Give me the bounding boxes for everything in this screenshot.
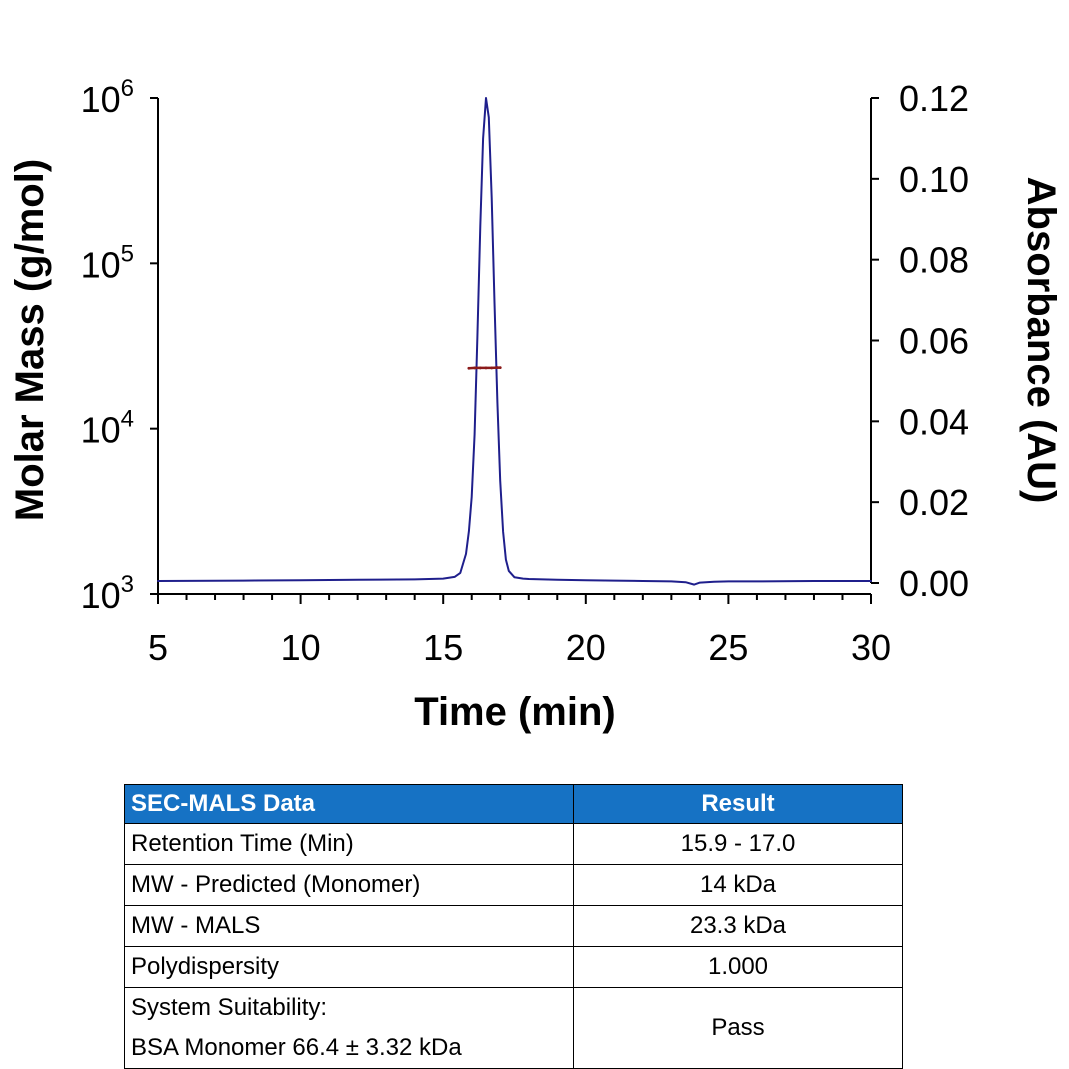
- left-tick-label: 104: [81, 406, 134, 451]
- row-value: 23.3 kDa: [573, 905, 903, 947]
- table-row: Polydispersity 1.000: [124, 946, 903, 988]
- bsa-monomer-label: BSA Monomer 66.4 ± 3.32 kDa: [131, 1034, 462, 1061]
- axes: [150, 97, 879, 604]
- table-header-row: SEC-MALS Data Result: [124, 784, 903, 824]
- right-axis-title: Absorbance (AU): [1019, 177, 1063, 504]
- x-tick-label: 30: [851, 627, 891, 668]
- tick-labels: 5 10 15 20 25 30 103 104 105 106 0.00 0.02 0.04 0.06 0…: [81, 75, 969, 668]
- right-tick-label: 0.08: [899, 240, 969, 281]
- system-suitability-label: System Suitability:: [131, 994, 328, 1021]
- row-value: 14 kDa: [573, 864, 903, 906]
- left-tick-label: 105: [81, 240, 134, 285]
- molar-mass-point: [478, 366, 482, 370]
- right-tick-label: 0.02: [899, 482, 969, 523]
- right-tick-label: 0.04: [899, 401, 969, 442]
- molar-mass-point: [495, 366, 499, 370]
- molar-mass-point: [498, 366, 502, 370]
- right-tick-label: 0.12: [899, 78, 969, 119]
- header-sec-mals-data: SEC-MALS Data: [124, 784, 574, 824]
- row-label: Polydispersity: [124, 946, 574, 988]
- right-tick-label: 0.06: [899, 321, 969, 362]
- table-row: MW - MALS 23.3 kDa: [124, 905, 903, 947]
- left-axis-title: Molar Mass (g/mol): [8, 159, 52, 521]
- x-tick-label: 5: [148, 627, 168, 668]
- table-row: MW - Predicted (Monomer) 14 kDa: [124, 864, 903, 906]
- sec-mals-results-table: SEC-MALS Data Result Retention Time (Min…: [124, 784, 903, 1069]
- x-tick-label: 10: [281, 627, 321, 668]
- left-tick-label: 106: [81, 75, 134, 120]
- right-tick-label: 0.00: [899, 563, 969, 604]
- row-label: MW - MALS: [124, 905, 574, 947]
- series-layer: [157, 97, 872, 586]
- table-row: Retention Time (Min) 15.9 - 17.0: [124, 823, 903, 865]
- row-value: Pass: [573, 987, 903, 1069]
- row-value: 1.000: [573, 946, 903, 988]
- x-tick-label: 20: [566, 627, 606, 668]
- left-tick-label: 103: [81, 571, 134, 616]
- row-label: MW - Predicted (Monomer): [124, 864, 574, 906]
- absorbance-series: [157, 97, 872, 586]
- table-row: System Suitability: BSA Monomer 66.4 ± 3…: [124, 987, 903, 1069]
- molar-mass-point: [473, 366, 476, 370]
- x-tick-label: 15: [423, 627, 463, 668]
- header-result: Result: [573, 784, 903, 824]
- row-value: 15.9 - 17.0: [573, 823, 903, 865]
- row-label: System Suitability: BSA Monomer 66.4 ± 3…: [124, 987, 574, 1069]
- molar-mass-point: [467, 366, 471, 370]
- x-tick-label: 25: [708, 627, 748, 668]
- molar-mass-point: [484, 366, 488, 370]
- row-label: Retention Time (Min): [124, 823, 574, 865]
- x-axis-title: Time (min): [414, 690, 616, 734]
- sec-mals-chart: 5 10 15 20 25 30 103 104 105 106 0.00 0.02 0.04 0.06 0…: [8, 75, 1063, 734]
- molar-mass-point: [490, 366, 494, 370]
- right-tick-label: 0.10: [899, 159, 969, 200]
